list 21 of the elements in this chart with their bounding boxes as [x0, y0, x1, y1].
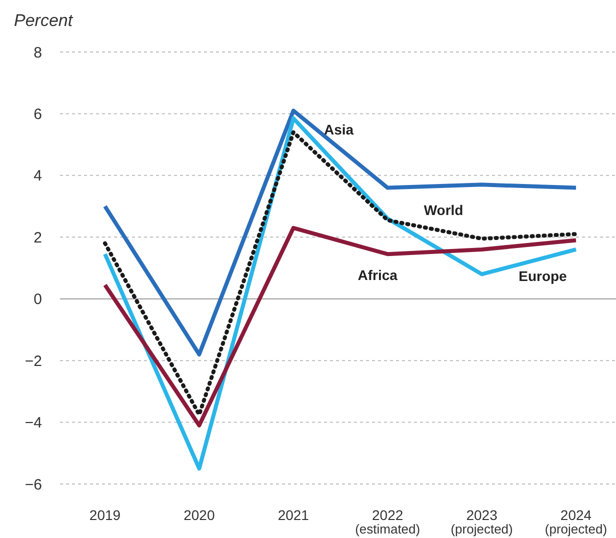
x-tick-label: 2020 [184, 507, 215, 523]
y-tick-label: 2 [34, 229, 42, 246]
y-axis-title: Percent [14, 11, 74, 30]
line-series [103, 108, 578, 356]
x-tick-label: 2022 (estimated) [355, 507, 420, 537]
x-tick-label: 2021 [278, 507, 310, 523]
y-tick-label: −6 [24, 476, 42, 494]
y-tick-label: 6 [34, 106, 42, 123]
line-series [103, 226, 578, 428]
y-tick-label: −2 [24, 352, 42, 370]
series-label: Asia [324, 121, 354, 138]
y-tick-label: −4 [24, 414, 42, 432]
x-tick-label: 2023 (projected) [450, 507, 513, 537]
y-tick-label: 8 [34, 44, 42, 62]
x-tick-label: 2024 (projected) [544, 507, 608, 537]
y-tick-label: 4 [34, 168, 42, 185]
series-label: World [424, 202, 464, 218]
y-tick-label: 0 [34, 291, 42, 308]
series-label: Europe [518, 268, 568, 284]
series-label: Africa [358, 267, 398, 284]
x-tick-label: 2019 [89, 507, 121, 523]
